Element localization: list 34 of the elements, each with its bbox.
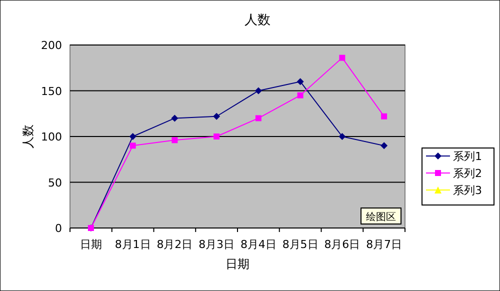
x-axis-title: 日期 — [226, 257, 250, 271]
y-tick-label: 100 — [41, 130, 62, 144]
x-tick-label: 8月1日 — [114, 238, 151, 251]
point — [129, 133, 136, 140]
legend-label: 系列1 — [453, 150, 482, 163]
point — [255, 115, 262, 122]
point — [130, 142, 136, 149]
y-axis-title: 人数 — [21, 124, 35, 148]
point — [380, 142, 388, 150]
y-tick-label: 0 — [55, 222, 62, 235]
point — [296, 78, 304, 86]
x-tick-label: 8月3日 — [198, 238, 235, 251]
point — [213, 112, 220, 120]
point — [254, 87, 262, 94]
annotation: 绘图区 — [366, 211, 396, 223]
y-tick-label: 50 — [48, 176, 62, 190]
point — [339, 54, 346, 61]
point — [338, 133, 346, 140]
x-tick-label: 8月2日 — [156, 238, 193, 251]
point — [381, 113, 388, 120]
x-tick-label: 8月6日 — [324, 238, 360, 251]
x-tick-label: 8月7日 — [366, 238, 402, 251]
legend-label: 系列2 — [453, 167, 482, 180]
x-tick-label: 8月5日 — [282, 238, 318, 251]
x-tick-label: 日期 — [80, 238, 102, 251]
point — [172, 137, 178, 144]
point — [171, 114, 178, 122]
y-tick-label: 150 — [41, 84, 62, 98]
legend-label: 系列3 — [453, 184, 482, 197]
y-tick-label: 200 — [41, 39, 62, 52]
point — [297, 92, 304, 98]
x-tick-label: 8月4日 — [240, 238, 276, 251]
chart-title: 人数 — [244, 13, 270, 28]
point — [214, 134, 220, 140]
